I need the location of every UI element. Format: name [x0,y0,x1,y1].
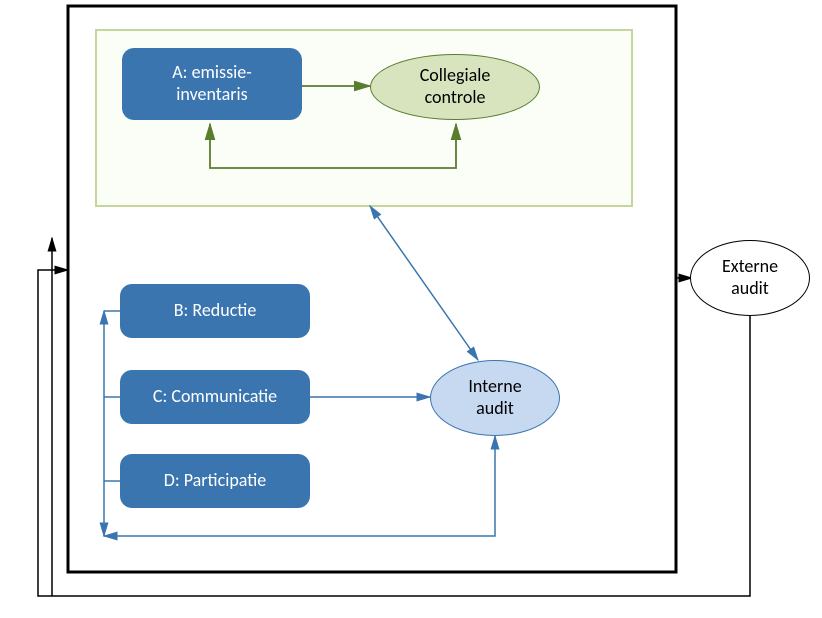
node-b-label: B: Reductie [174,300,257,322]
arrow-ia-to-greenframe [370,206,478,360]
node-a-line2: inventaris [176,83,247,105]
node-d-label: D: Participatie [164,470,266,492]
node-ia-line1: Interne [468,375,521,397]
node-cc-line2: controle [425,86,486,108]
node-ea: Externe audit [690,240,810,316]
node-a: A: emissie- inventaris [122,48,302,120]
node-c: C: Communicatie [120,370,310,424]
node-a-line1: A: emissie- [172,61,251,83]
node-ea-line1: Externe [722,255,778,277]
node-b: B: Reductie [120,284,310,338]
node-ia: Interne audit [430,360,560,436]
node-ia-line2: audit [476,397,514,419]
node-ea-line2: audit [731,277,769,299]
node-d: D: Participatie [120,454,310,508]
node-c-label: C: Communicatie [153,386,277,408]
node-cc-line1: Collegiale [420,64,491,86]
node-cc: Collegiale controle [370,54,540,120]
